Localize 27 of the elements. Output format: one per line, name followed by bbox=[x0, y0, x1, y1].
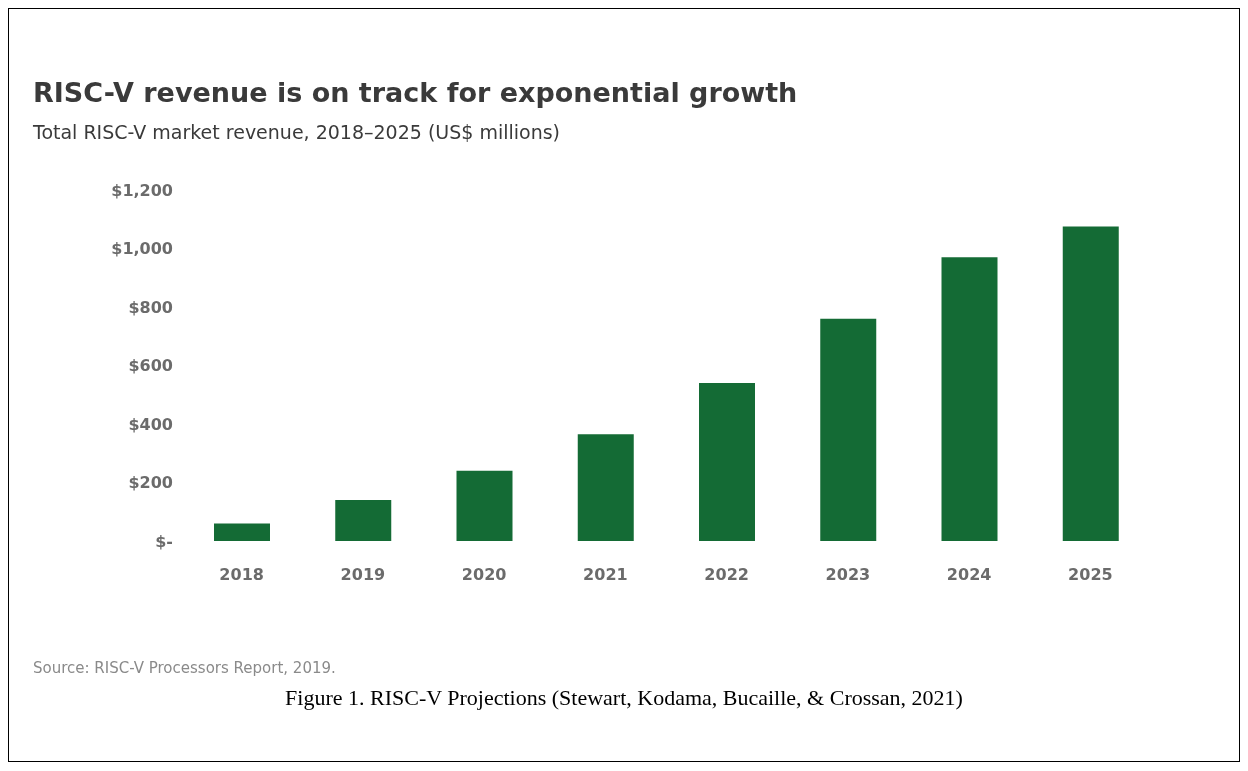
x-tick-label: 2025 bbox=[1068, 565, 1113, 585]
bar bbox=[699, 383, 755, 541]
y-tick-label: $400 bbox=[128, 414, 173, 434]
chart-subtitle: Total RISC-V market revenue, 2018–2025 (US$ millions) bbox=[33, 121, 561, 143]
bar bbox=[941, 257, 998, 541]
x-tick-label: 2020 bbox=[461, 565, 507, 585]
y-tick-label: $800 bbox=[128, 297, 173, 317]
x-tick-label: 2021 bbox=[583, 565, 628, 585]
bar bbox=[820, 318, 877, 541]
bar bbox=[335, 500, 392, 541]
bar bbox=[1062, 226, 1119, 541]
y-tick-label: $1,200 bbox=[111, 180, 173, 200]
source-note: Source: RISC-V Processors Report, 2019. bbox=[33, 659, 336, 677]
chart-title: RISC-V revenue is on track for exponential growth bbox=[33, 77, 798, 108]
x-tick-label: 2022 bbox=[704, 565, 749, 585]
x-tick-label: 2018 bbox=[219, 565, 264, 585]
caption: Figure 1. RISC-V Projections (Stewart, Kodama, Bucaille, & Crossan, 2021) bbox=[284, 685, 964, 711]
bar bbox=[577, 434, 634, 541]
x-tick-label: 2019 bbox=[340, 565, 386, 585]
y-tick-label: $600 bbox=[128, 356, 173, 376]
bar bbox=[456, 470, 513, 541]
y-tick-label: $200 bbox=[128, 473, 173, 493]
y-tick-label: $- bbox=[155, 531, 173, 551]
y-tick-label: $1,000 bbox=[111, 239, 173, 259]
x-tick-label: 2024 bbox=[946, 565, 992, 585]
x-tick-label: 2023 bbox=[825, 565, 871, 585]
bar bbox=[214, 523, 270, 541]
